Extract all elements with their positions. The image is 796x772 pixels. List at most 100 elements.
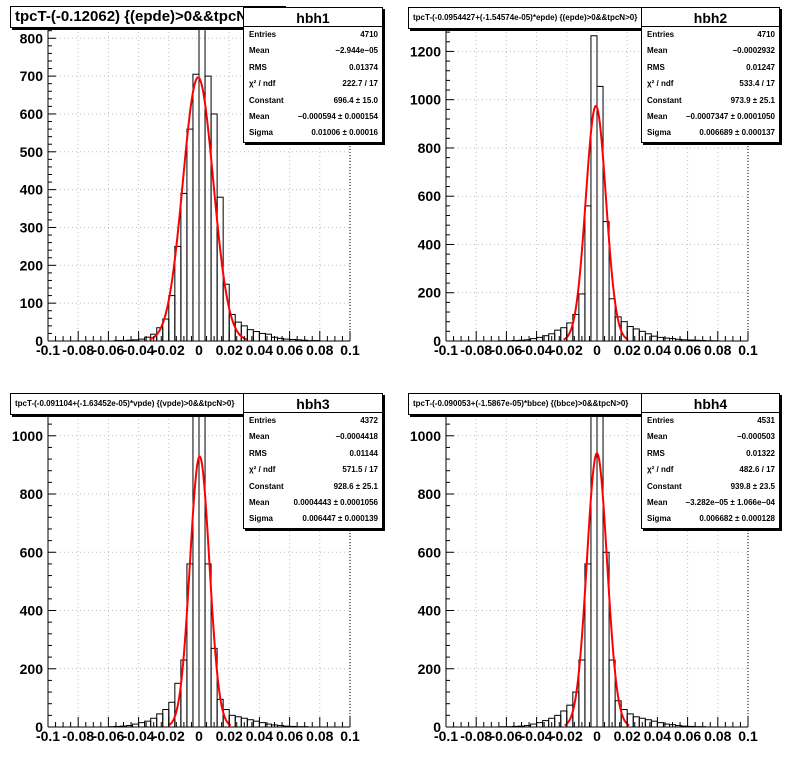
x-tick-label: 0.1 [738, 728, 758, 744]
y-tick-label: 300 [20, 219, 44, 235]
hist-bin [174, 245, 182, 342]
x-tick-label: -0.02 [153, 728, 185, 744]
x-tick-label: -0.02 [551, 728, 583, 744]
stats-value: −0.0004418 [335, 432, 379, 442]
stats-row: Constant 928.6 ± 25.1 [249, 479, 378, 495]
stats-row: Mean −3.282e−05 ± 1.066e−04 [647, 495, 775, 511]
x-tick-label: -0.08 [62, 728, 94, 744]
y-tick-label: 200 [20, 661, 44, 677]
stats-row: Mean −0.000503 [647, 429, 775, 445]
stats-value: 0.01374 [349, 62, 378, 72]
x-tick-label: -0.02 [153, 342, 185, 358]
pad3-stats-box: Entries 4372 Mean −0.0004418 RMS 0.01144 χ² / … [243, 412, 383, 529]
x-tick-label: 0.04 [246, 342, 273, 358]
stats-key: Mean [249, 432, 270, 442]
stats-value: 571.5 / 17 [342, 465, 378, 475]
y-tick-label: 1200 [410, 43, 441, 59]
stats-row: χ² / ndf 571.5 / 17 [249, 462, 378, 478]
hist-bin [542, 335, 550, 342]
pad1-title: tpcT-(-0.12062) {(epde)>0&&tpcN>0} [10, 6, 286, 28]
x-tick-label: -0.06 [92, 342, 124, 358]
hist-bin [536, 336, 544, 342]
stats-key: Constant [647, 481, 682, 491]
pad2-hist-name: hbh2 [641, 7, 780, 29]
hist-bin [644, 333, 652, 342]
stats-value: 482.6 / 17 [739, 465, 775, 475]
stats-value: 4531 [757, 416, 775, 425]
y-tick-label: 800 [418, 140, 442, 156]
stats-key: Constant [249, 95, 284, 105]
stats-key: RMS [249, 448, 267, 458]
hist-bin [264, 333, 272, 342]
hist-bin [246, 719, 254, 728]
y-tick-label: 1000 [410, 428, 441, 444]
stats-row: RMS 0.01144 [249, 446, 378, 462]
y-tick-label: 0 [433, 333, 441, 349]
x-tick-label: 0.04 [246, 728, 273, 744]
hist-bin [632, 328, 640, 342]
stats-value: −0.0002932 [732, 46, 776, 56]
hist-bin [252, 720, 260, 728]
x-tick-label: -0.06 [490, 342, 522, 358]
hist-bin [608, 298, 616, 342]
y-tick-label: 600 [418, 544, 442, 560]
y-tick-label: 400 [418, 603, 442, 619]
hist-bin [554, 714, 562, 728]
x-tick-label: 0.1 [340, 728, 360, 744]
hist-bin [144, 720, 152, 728]
stats-value: 0.006689 ± 0.000137 [699, 128, 775, 138]
x-tick-label: 0.1 [340, 342, 360, 358]
y-tick-label: 0 [35, 719, 43, 735]
stats-value: 0.01322 [746, 448, 775, 458]
x-tick-label: -0.06 [92, 728, 124, 744]
x-tick-label: -0.04 [521, 728, 553, 744]
stats-value: −0.000503 [736, 432, 775, 442]
stats-row: χ² / ndf 482.6 / 17 [647, 462, 775, 478]
stats-row: Sigma 0.01006 ± 0.00016 [249, 125, 378, 141]
stats-key: Constant [647, 95, 682, 105]
stats-key: Mean [647, 498, 668, 507]
hist-bin [138, 722, 146, 728]
stats-key: Mean [647, 432, 668, 442]
stats-row: Mean −0.0002932 [647, 43, 775, 59]
x-tick-label: 0.02 [216, 728, 243, 744]
stats-key: Mean [647, 112, 668, 121]
hist-bin [216, 698, 224, 728]
hist-bin [258, 722, 266, 728]
hist-bin [542, 720, 550, 728]
stats-value: 973.9 ± 25.1 [730, 95, 775, 105]
pad2-title: tpcT-(-0.0954427+(-1.54574e-05)*epde) {(… [408, 7, 680, 29]
x-tick-label: 0 [195, 342, 203, 358]
x-tick-label: -0.08 [460, 342, 492, 358]
stats-key: Constant [249, 481, 284, 491]
x-tick-label: -0.1 [36, 342, 60, 358]
stats-value: 0.01144 [349, 448, 378, 458]
stats-row: Sigma 0.006689 ± 0.000137 [647, 125, 775, 141]
hist-bin [234, 716, 242, 728]
y-tick-label: 0 [433, 719, 441, 735]
stats-row: Mean −0.0007347 ± 0.0001050 [647, 109, 775, 125]
pad1-stats-box: Entries 4710 Mean −2.944e−05 RMS 0.01374 χ² / … [243, 26, 383, 143]
y-tick-label: 400 [20, 182, 44, 198]
stats-value: 0.0004443 ± 0.0001056 [293, 498, 378, 507]
y-tick-label: 800 [20, 30, 44, 46]
fit-curve [149, 76, 248, 341]
x-tick-label: 0 [195, 728, 203, 744]
y-tick-label: 1000 [12, 428, 43, 444]
stats-value: 928.6 ± 25.1 [333, 481, 378, 491]
stats-row: Entries 4710 [647, 27, 775, 43]
stats-key: Sigma [647, 128, 672, 138]
hist-bin [162, 709, 170, 728]
stats-key: Mean [249, 46, 270, 56]
y-tick-label: 800 [20, 486, 44, 502]
stats-value: 0.01247 [746, 62, 775, 72]
hist-bin [246, 329, 254, 342]
stats-value: 4710 [360, 30, 378, 39]
y-tick-label: 200 [418, 661, 442, 677]
hist-bin [252, 331, 260, 342]
x-tick-label: -0.06 [490, 728, 522, 744]
y-tick-label: 200 [418, 285, 442, 301]
x-tick-label: -0.04 [123, 342, 155, 358]
x-tick-label: -0.1 [434, 342, 458, 358]
